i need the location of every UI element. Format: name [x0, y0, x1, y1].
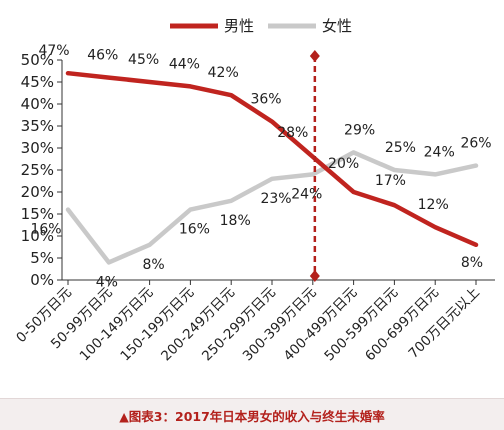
y-axis: 0% 5% 10% 15% 20% 25% 30% 35% 40% 45% 50%	[21, 51, 63, 289]
figure-caption: ▲图表3：2017年日本男女的收入与终生未婚率	[119, 409, 385, 424]
male-data-label: 28%	[277, 125, 308, 141]
female-series-line	[65, 150, 479, 265]
female-data-label: 24%	[424, 144, 455, 160]
y-tick-label: 30%	[21, 139, 54, 157]
female-data-label: 16%	[179, 222, 210, 238]
y-tick-label: 0%	[30, 271, 54, 289]
x-tick-label: 250-299万日元	[199, 285, 279, 365]
y-tick-label: 45%	[21, 73, 54, 91]
reference-top-diamond	[309, 50, 320, 62]
female-data-label: 4%	[96, 274, 118, 290]
female-data-label: 18%	[220, 213, 251, 229]
reference-marker	[309, 50, 320, 282]
legend-male-label: 男性	[224, 17, 254, 35]
male-data-label: 20%	[328, 156, 359, 172]
male-data-label: 17%	[375, 173, 406, 189]
x-tick-label: 600-699万日元	[362, 285, 442, 365]
male-data-label: 36%	[250, 92, 281, 108]
female-data-label: 26%	[460, 136, 491, 152]
line-chart: 男性 女性 0% 5% 10% 15% 20% 25% 30% 35% 40% 45% 50% 0-5…	[13, 17, 495, 365]
male-data-label: 46%	[87, 48, 118, 64]
y-tick-label: 35%	[21, 117, 54, 135]
male-data-label: 44%	[169, 56, 200, 72]
female-data-label: 8%	[142, 257, 164, 273]
female-data-label: 23%	[260, 191, 291, 207]
x-tick-label: 700万日元以上	[406, 285, 483, 362]
y-tick-label: 15%	[21, 205, 54, 223]
male-data-label: 42%	[208, 65, 239, 81]
legend-female-label: 女性	[322, 17, 352, 35]
y-tick-label: 5%	[30, 249, 54, 267]
y-tick-label: 25%	[21, 161, 54, 179]
reference-bottom-diamond	[309, 270, 320, 282]
male-data-label: 47%	[38, 43, 69, 59]
male-data-label: 45%	[128, 52, 159, 68]
female-data-label: 24%	[291, 186, 322, 202]
x-tick-label: 100-149万日元	[77, 285, 157, 365]
x-tick-label: 500-599万日元	[321, 285, 401, 365]
x-tick-label: 200-249万日元	[158, 285, 238, 365]
data-labels: 47% 46% 45% 44% 42% 36% 28% 20% 17% 12% 8% 16% 4% 8% 1…	[30, 43, 491, 290]
legend: 男性 女性	[170, 17, 352, 35]
female-data-label: 29%	[344, 122, 375, 138]
x-axis: 0-50万日元50-99万日元100-149万日元150-199万日元200-2…	[13, 279, 495, 365]
female-data-label: 16%	[30, 222, 61, 238]
male-series-line	[65, 70, 479, 248]
y-tick-label: 40%	[21, 95, 54, 113]
series-lines	[65, 70, 479, 265]
y-tick-label: 20%	[21, 183, 54, 201]
x-tick-label: 300-399万日元	[240, 285, 320, 365]
male-data-label: 12%	[418, 197, 449, 213]
female-data-label: 25%	[385, 140, 416, 156]
male-data-label: 8%	[461, 255, 483, 271]
caption-bar: ▲图表3：2017年日本男女的收入与终生未婚率	[0, 398, 504, 430]
x-tick-label: 400-499万日元	[281, 285, 361, 365]
y-tick-label: 10%	[21, 227, 54, 245]
x-tick-label: 150-199万日元	[117, 285, 197, 365]
y-tick-label: 50%	[21, 51, 54, 69]
